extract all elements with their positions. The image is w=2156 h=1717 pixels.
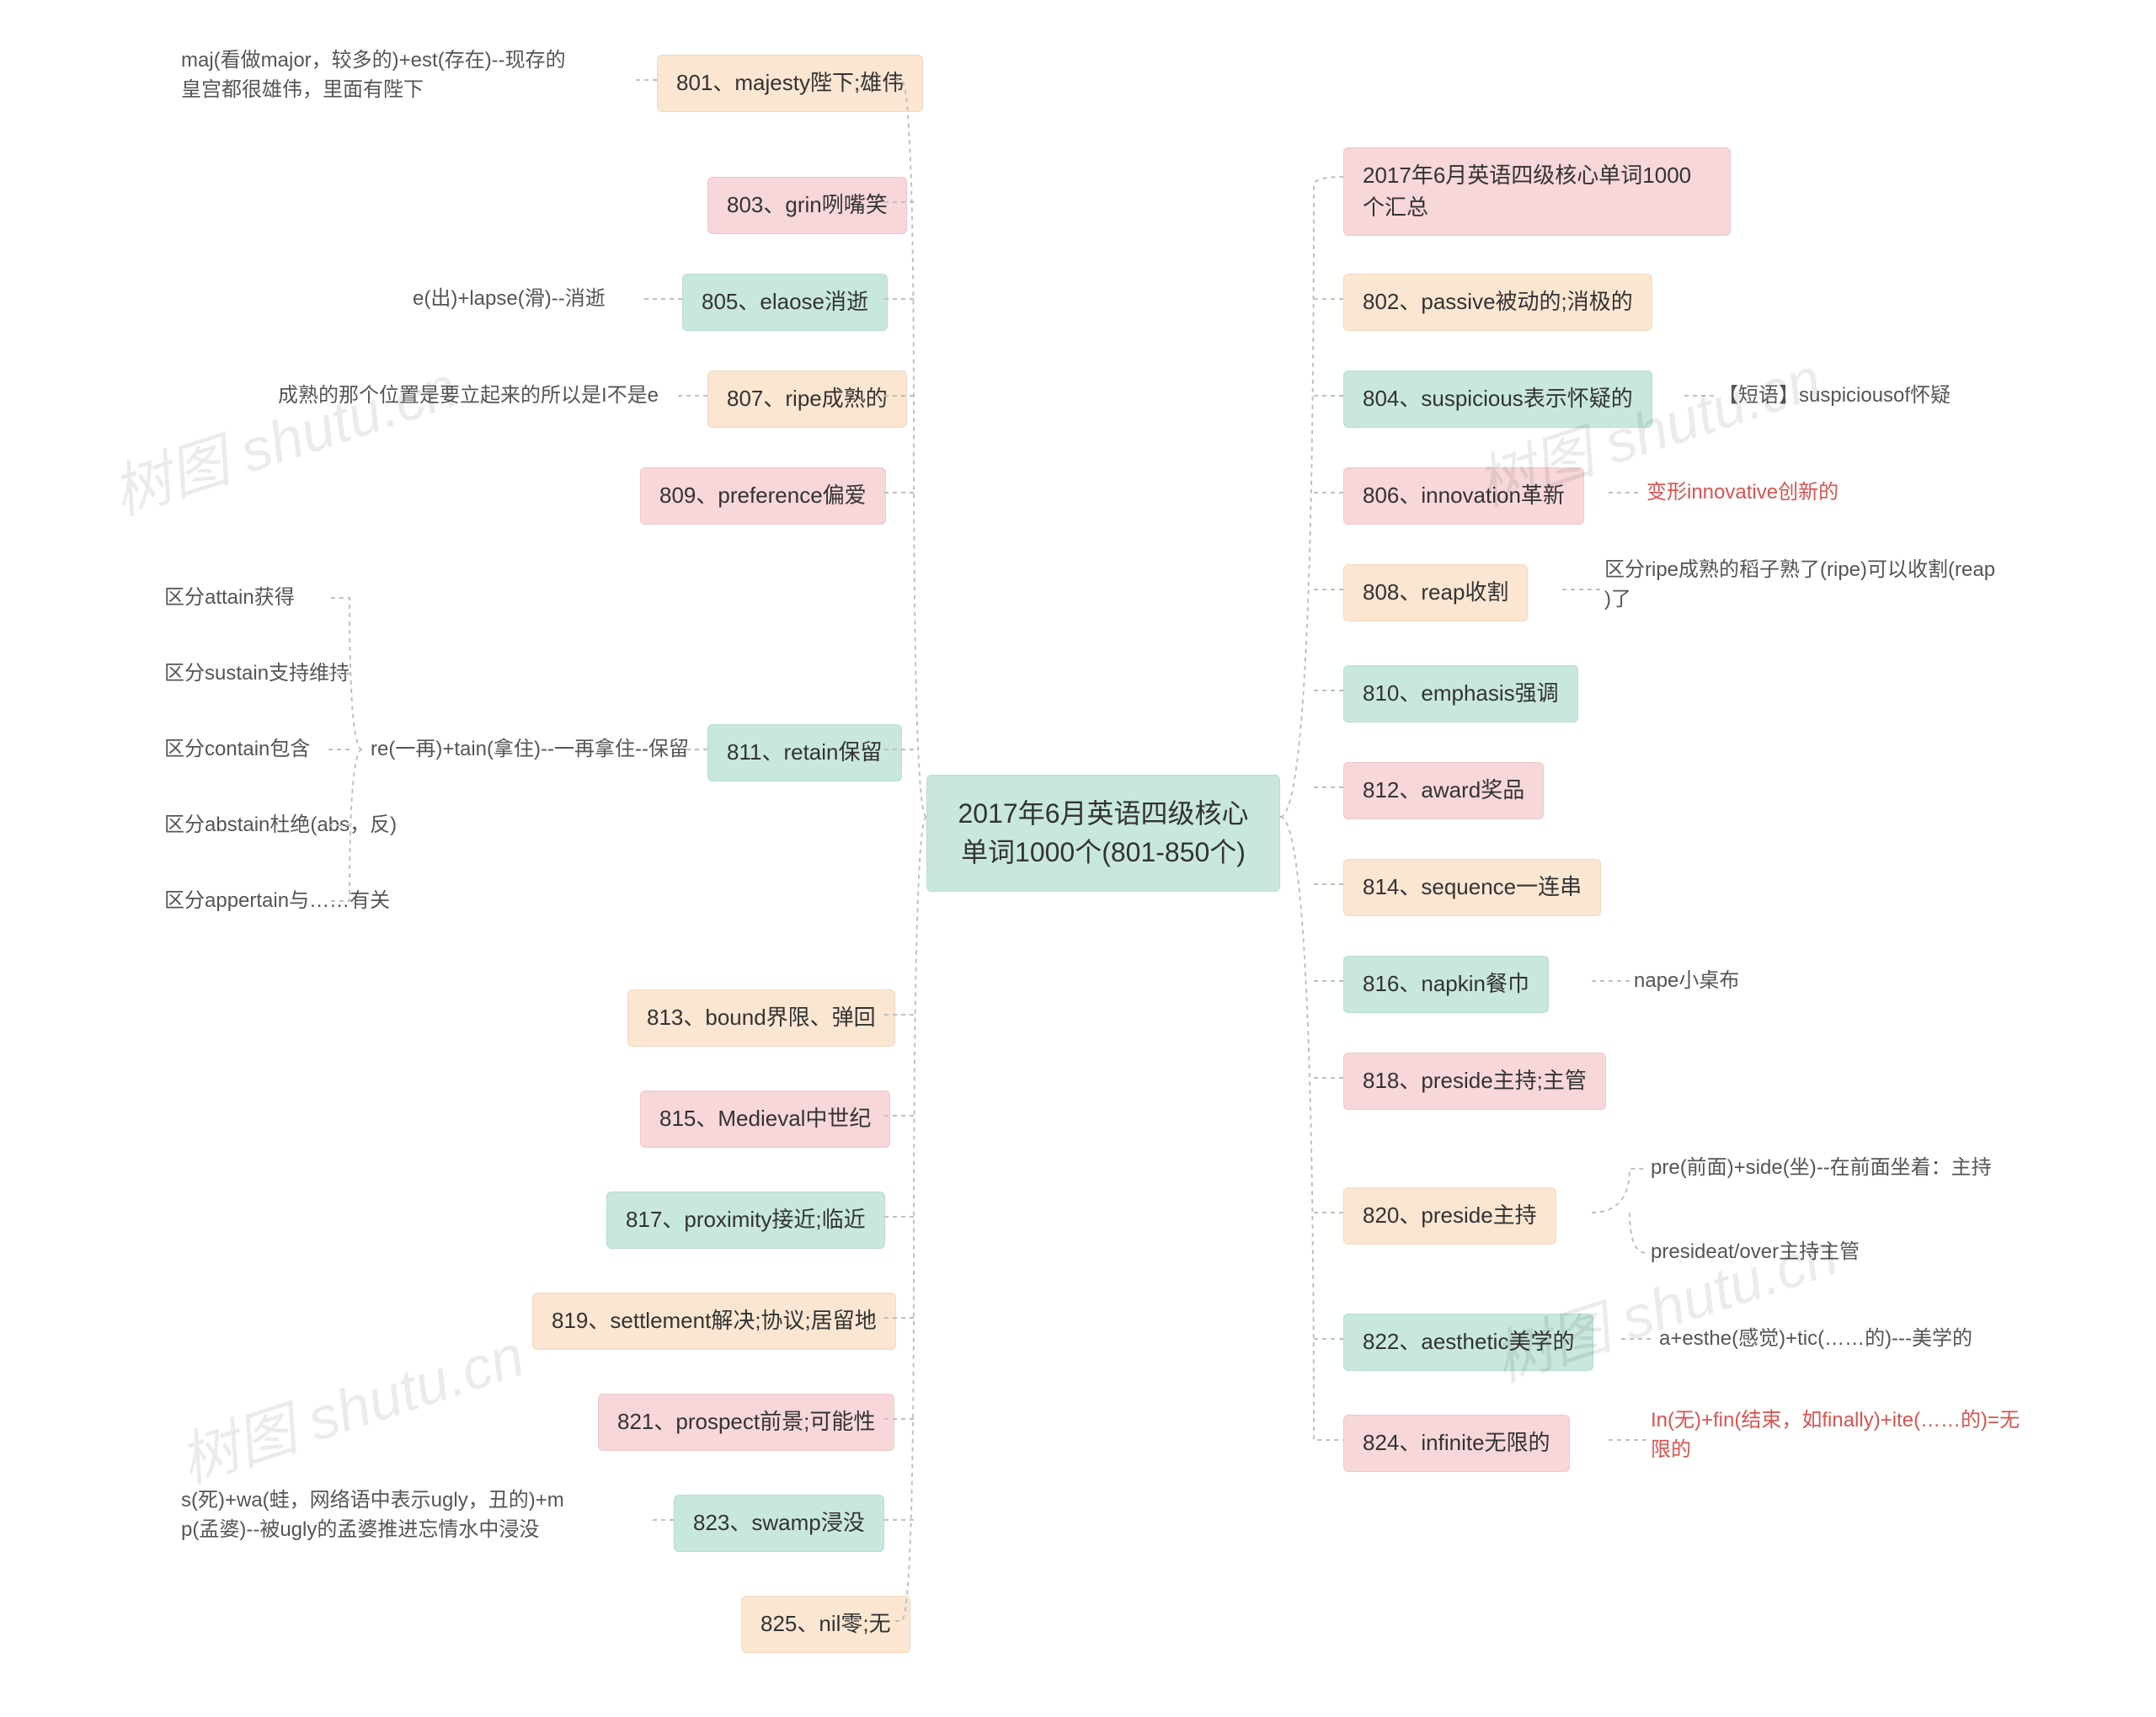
node-803: 803、grin咧嘴笑 bbox=[707, 177, 907, 234]
node-804: 804、suspicious表示怀疑的 bbox=[1343, 371, 1652, 428]
node-811: 811、retain保留 bbox=[707, 724, 902, 781]
node-801: 801、majesty陛下;雄伟 bbox=[657, 55, 923, 112]
node-814: 814、sequence一连串 bbox=[1343, 859, 1601, 916]
node-805: 805、elaose消逝 bbox=[682, 274, 888, 331]
note-808: 区分ripe成熟的稻子熟了(ripe)可以收割(reap)了 bbox=[1604, 556, 2025, 615]
note-811-sub5: 区分appertain与……有关 bbox=[164, 887, 390, 916]
center-line1: 2017年6月英语四级核心 bbox=[958, 798, 1249, 829]
note-823: s(死)+wa(蛙，网络语中表示ugly，丑的)+mp(孟婆)--被ugly的孟… bbox=[181, 1486, 648, 1545]
node-807: 807、ripe成熟的 bbox=[707, 371, 907, 428]
node-809: 809、preference偏爱 bbox=[640, 467, 886, 525]
watermark-1: 树图 shutu.cn bbox=[100, 340, 467, 531]
node-812: 812、award奖品 bbox=[1343, 762, 1544, 819]
node-summary: 2017年6月英语四级核心单词1000个汇总 bbox=[1343, 147, 1731, 236]
center-node: 2017年6月英语四级核心 单词1000个(801-850个) bbox=[926, 775, 1280, 892]
node-808: 808、reap收割 bbox=[1343, 564, 1528, 621]
note-805: e(出)+lapse(滑)--消逝 bbox=[413, 285, 606, 314]
node-819: 819、settlement解决;协议;居留地 bbox=[532, 1293, 896, 1350]
node-822: 822、aesthetic美学的 bbox=[1343, 1314, 1593, 1371]
note-804: 【短语】suspiciousof怀疑 bbox=[1718, 381, 1951, 411]
note-811-sub3: 区分contain包含 bbox=[164, 735, 310, 765]
node-825: 825、nil零;无 bbox=[741, 1596, 910, 1653]
note-811-sub1: 区分attain获得 bbox=[164, 584, 295, 613]
note-811-sub4: 区分abstain杜绝(abs，反) bbox=[164, 811, 397, 840]
note-801: maj(看做major，较多的)+est(存在)--现存的皇宫都很雄伟，里面有陛… bbox=[181, 46, 627, 105]
note-811-main: re(一再)+tain(拿住)--一再拿住--保留 bbox=[371, 735, 689, 765]
node-823: 823、swamp浸没 bbox=[674, 1495, 884, 1552]
note-824: In(无)+fin(结束，如finally)+ite(……的)=无限的 bbox=[1651, 1406, 2047, 1465]
note-811-sub2: 区分sustain支持维持 bbox=[164, 659, 350, 689]
note-806: 变形innovative创新的 bbox=[1646, 478, 1838, 508]
note-820-2: presideat/over主持主管 bbox=[1651, 1238, 1860, 1267]
watermark-3: 树图 shutu.cn bbox=[168, 1309, 534, 1500]
node-813: 813、bound界限、弹回 bbox=[627, 989, 895, 1047]
node-806: 806、innovation革新 bbox=[1343, 467, 1584, 525]
center-line2: 单词1000个(801-850个) bbox=[961, 837, 1246, 867]
node-820: 820、preside主持 bbox=[1343, 1187, 1556, 1245]
note-822: a+esthe(感觉)+tic(……的)---美学的 bbox=[1659, 1325, 1972, 1354]
node-817: 817、proximity接近;临近 bbox=[606, 1192, 885, 1249]
note-816: nape小桌布 bbox=[1634, 967, 1739, 996]
node-810: 810、emphasis强调 bbox=[1343, 665, 1578, 723]
note-807: 成熟的那个位置是要立起来的所以是I不是e bbox=[278, 381, 659, 411]
node-816: 816、napkin餐巾 bbox=[1343, 956, 1549, 1013]
node-818: 818、preside主持;主管 bbox=[1343, 1053, 1606, 1110]
node-802: 802、passive被动的;消极的 bbox=[1343, 274, 1652, 331]
note-820-1: pre(前面)+side(坐)--在前面坐着：主持 bbox=[1651, 1154, 1992, 1183]
node-824: 824、infinite无限的 bbox=[1343, 1415, 1570, 1472]
node-815: 815、Medieval中世纪 bbox=[640, 1090, 890, 1148]
node-821: 821、prospect前景;可能性 bbox=[598, 1394, 894, 1451]
